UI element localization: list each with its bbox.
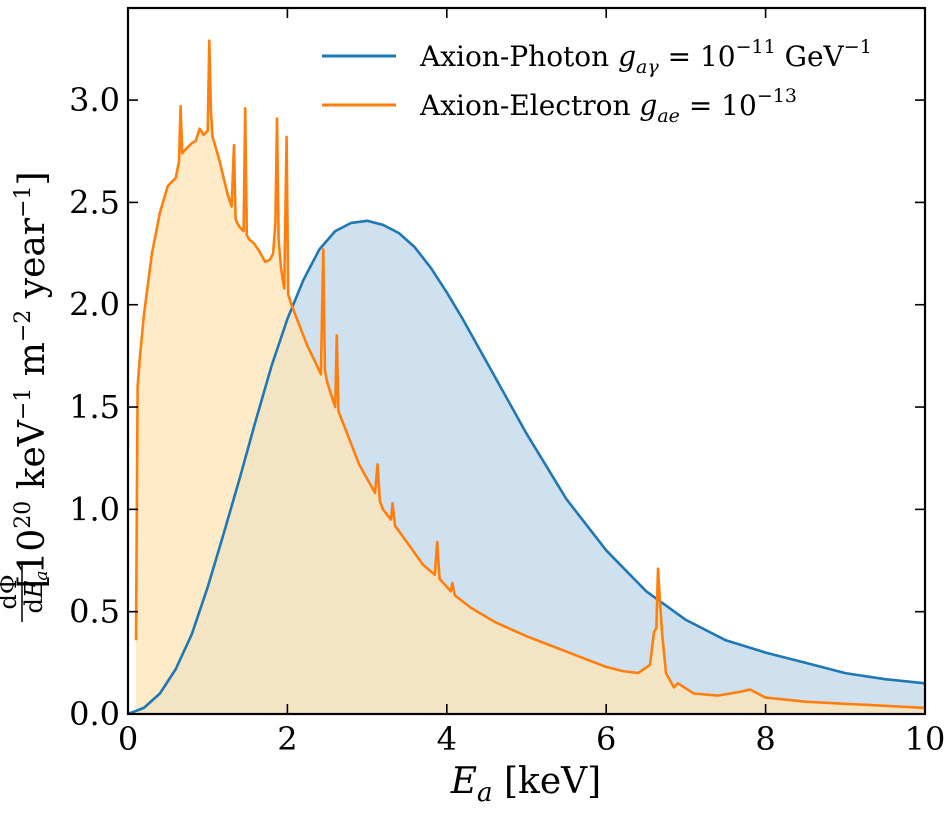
axis-ticks: 0 2 4 6 8 10 0.0 0.5 1.0 1.5 2.0 2.5 3.0 (69, 8, 945, 758)
y-axis-title-units: [1020 keV−1 m−2 year−1] (11, 171, 53, 588)
y-tick-label: 1.5 (69, 388, 120, 426)
series-line-axion-electron (134, 39, 926, 710)
legend-label-axion-electron: Axion-Electron gae = 10−13 (419, 85, 797, 127)
svg-text:dEa: dEa (20, 570, 52, 613)
x-tick-label: 8 (755, 720, 775, 758)
y-tick-label: 1.0 (69, 490, 120, 528)
x-tick-label: 6 (596, 720, 616, 758)
legend-label-axion-photon: Axion-Photon gaγ = 10−11 GeV−1 (419, 36, 872, 78)
x-tick-label: 4 (437, 720, 457, 758)
y-axis-title-fraction: dΦ dEa (0, 562, 52, 622)
y-axis-title: [1020 keV−1 m−2 year−1] (11, 171, 53, 588)
area-fills (128, 40, 925, 715)
legend: Axion-Photon gaγ = 10−11 GeV−1 Axion-Ele… (322, 36, 872, 127)
y-tick-label: 0.0 (69, 695, 120, 733)
y-tick-label: 3.0 (69, 81, 120, 119)
area-fill-axion-electron (136, 40, 925, 714)
series-line-axion-photon (127, 219, 926, 716)
x-tick-label: 10 (905, 720, 946, 758)
plot-frame (126, 6, 927, 716)
svg-text:dΦ: dΦ (0, 574, 22, 609)
y-tick-label: 2.5 (69, 183, 120, 221)
x-tick-label: 2 (277, 720, 297, 758)
x-axis-title: Ea [keV] (450, 761, 601, 808)
series-lines (127, 39, 926, 716)
y-tick-label: 2.0 (69, 286, 120, 324)
x-tick-label: 0 (118, 720, 138, 758)
y-tick-label: 0.5 (69, 593, 120, 631)
svg-text:[1020 keV−1 m−2 year−1]: [1020 keV−1 m−2 year−1] (11, 171, 53, 588)
